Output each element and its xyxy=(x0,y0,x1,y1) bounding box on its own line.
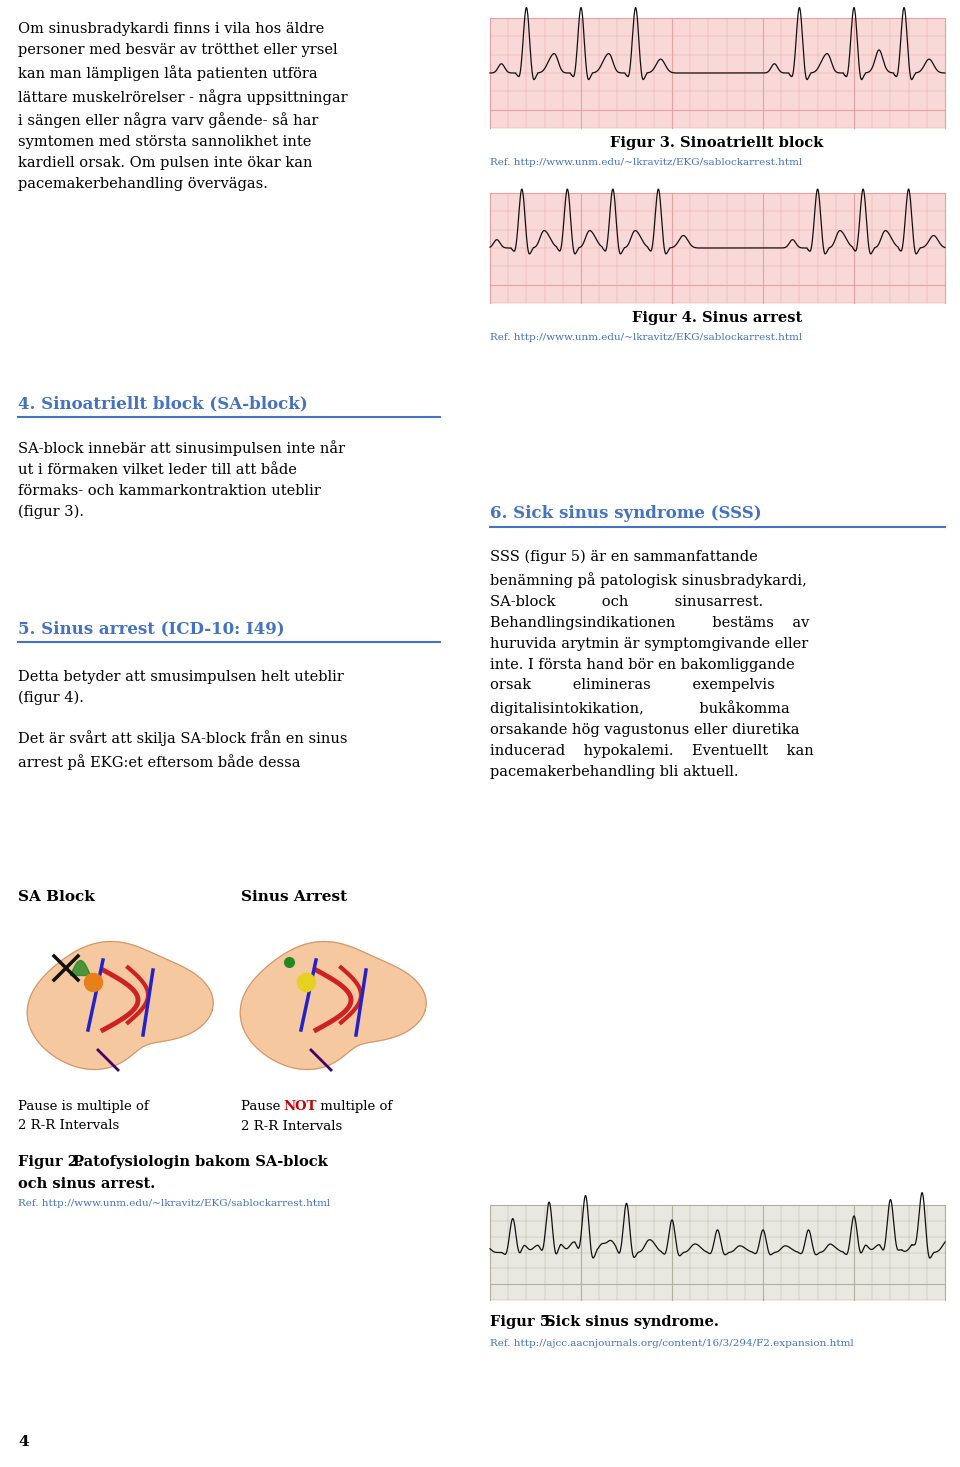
Text: multiple of: multiple of xyxy=(316,1100,393,1113)
Text: SSS (figur 5) är en sammanfattande
benämning på patologisk sinusbradykardi,
SA-b: SSS (figur 5) är en sammanfattande benäm… xyxy=(490,550,814,779)
Text: och sinus arrest.: och sinus arrest. xyxy=(18,1177,156,1191)
Text: Ref. http://www.unm.edu/~lkravitz/EKG/sablockarrest.html: Ref. http://www.unm.edu/~lkravitz/EKG/sa… xyxy=(18,1199,330,1207)
Text: Figur 5.: Figur 5. xyxy=(490,1314,555,1329)
Text: NOT: NOT xyxy=(283,1100,317,1113)
Text: Om sinusbradykardi finns i vila hos äldre
personer med besvär av trötthet eller : Om sinusbradykardi finns i vila hos äldr… xyxy=(18,22,348,191)
Text: 4: 4 xyxy=(18,1435,29,1449)
Text: Patofysiologin bakom SA-block: Patofysiologin bakom SA-block xyxy=(73,1155,327,1169)
Text: SA Block: SA Block xyxy=(18,890,95,904)
Bar xyxy=(490,194,945,304)
Text: Det är svårt att skilja SA-block från en sinus
arrest på EKG:et eftersom både de: Det är svårt att skilja SA-block från en… xyxy=(18,731,348,770)
Text: Figur 3. Sinoatriellt block: Figur 3. Sinoatriellt block xyxy=(611,136,824,150)
Text: 4. Sinoatriellt block (SA-block): 4. Sinoatriellt block (SA-block) xyxy=(18,395,308,412)
Text: Sinus Arrest: Sinus Arrest xyxy=(241,890,348,904)
Text: Sick sinus syndrome.: Sick sinus syndrome. xyxy=(545,1314,719,1329)
Text: Ref. http://www.unm.edu/~lkravitz/EKG/sablockarrest.html: Ref. http://www.unm.edu/~lkravitz/EKG/sa… xyxy=(490,158,803,167)
Text: 5. Sinus arrest (ICD-10: I49): 5. Sinus arrest (ICD-10: I49) xyxy=(18,621,284,637)
Text: SA-block innebär att sinusimpulsen inte når
ut i förmaken vilket leder till att : SA-block innebär att sinusimpulsen inte … xyxy=(18,440,346,519)
Text: Ref. http://www.unm.edu/~lkravitz/EKG/sablockarrest.html: Ref. http://www.unm.edu/~lkravitz/EKG/sa… xyxy=(490,333,803,342)
Text: Figur 4. Sinus arrest: Figur 4. Sinus arrest xyxy=(632,311,803,326)
Text: Detta betyder att smusimpulsen helt uteblir
(figur 4).: Detta betyder att smusimpulsen helt uteb… xyxy=(18,670,344,706)
Polygon shape xyxy=(240,942,426,1069)
Text: 2 R-R Intervals: 2 R-R Intervals xyxy=(241,1119,343,1133)
Text: Figur 2.: Figur 2. xyxy=(18,1155,83,1169)
Text: 6. Sick sinus syndrome (SSS): 6. Sick sinus syndrome (SSS) xyxy=(490,505,761,522)
Text: Pause is multiple of
2 R-R Intervals: Pause is multiple of 2 R-R Intervals xyxy=(18,1100,149,1133)
Bar xyxy=(490,18,945,128)
Polygon shape xyxy=(27,942,213,1069)
Bar xyxy=(490,1204,945,1300)
Text: Pause: Pause xyxy=(241,1100,284,1113)
Text: Ref. http://ajcc.aacnjournals.org/content/16/3/294/F2.expansion.html: Ref. http://ajcc.aacnjournals.org/conten… xyxy=(490,1339,853,1348)
